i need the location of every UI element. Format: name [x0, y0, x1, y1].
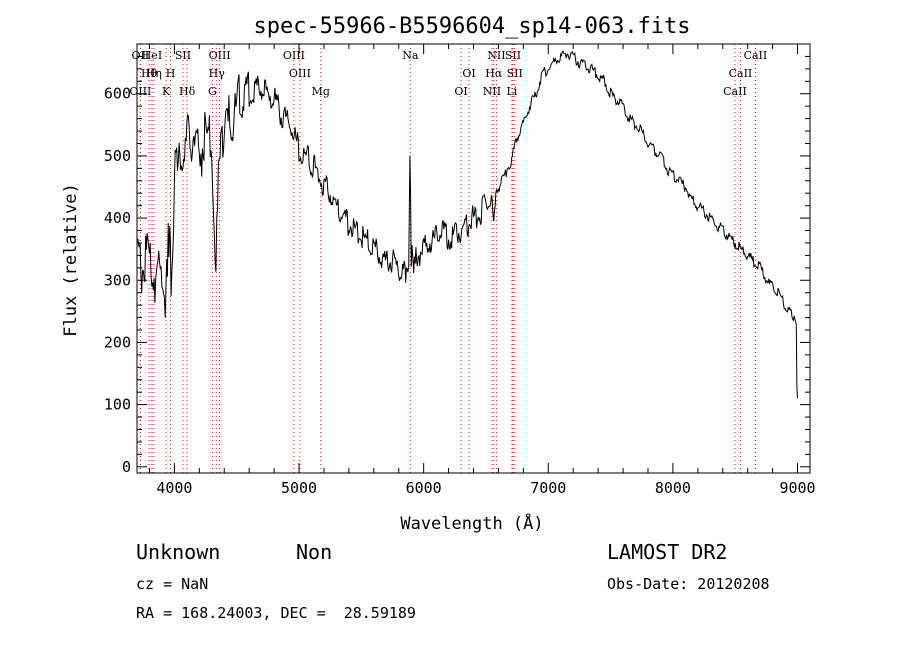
x-tick-label: 6000 [406, 479, 442, 497]
y-tick-label: 100 [104, 396, 131, 414]
chart-title: spec-55966-B5596604_sp14-063.fits [253, 14, 690, 39]
spectrum-series-line [136, 50, 798, 399]
spectral-line-label: OIII [209, 49, 231, 62]
y-tick-label: 500 [104, 147, 131, 165]
spectral-line-label: Na [402, 49, 419, 62]
y-tick-label: 200 [104, 333, 131, 351]
spectral-line-label: CaII [729, 67, 753, 80]
spectral-line-label: Mg [312, 85, 330, 98]
survey-label: LAMOST DR2 [607, 540, 728, 564]
spectral-line-label: OI [454, 85, 467, 98]
y-tick-label: 400 [104, 209, 131, 227]
plot-frame [136, 43, 811, 474]
y-tick-label: 0 [122, 458, 131, 476]
spectral-line-label: Hγ [209, 67, 226, 80]
subclass-label: Non [296, 540, 333, 564]
spectral-line-label: OIII [129, 85, 151, 98]
spectral-line-label: Hη [146, 67, 162, 80]
x-tick-label: 5000 [281, 479, 317, 497]
y-tick-label: 300 [104, 271, 131, 289]
spectral-line-label: NII [483, 85, 501, 98]
x-tick-label: 7000 [530, 479, 566, 497]
spectral-line-label: SII [175, 49, 191, 62]
y-tick-label: 600 [104, 85, 131, 103]
redshift-label: cz = NaN [136, 575, 209, 593]
x-tick-label: 4000 [156, 479, 192, 497]
plot-area: OIIHθOIIIHeIHηKSIIHHδOIIIHγGOIIIOIIIMgNa… [104, 43, 816, 497]
spectral-line-label: Li [506, 85, 517, 98]
spectral-line-label: OIII [283, 49, 305, 62]
spectral-line-label: H [166, 67, 176, 80]
spectral-line-label: CaII [723, 85, 747, 98]
spectral-line-label: OII [132, 49, 150, 62]
spectral-line-label: HeI [142, 49, 162, 62]
coordinates-label: RA = 168.24003, DEC = 28.59189 [136, 604, 416, 622]
spectral-line-label: G [208, 85, 217, 98]
spectral-line-label: SII [507, 67, 523, 80]
classification-label: Unknown [136, 540, 221, 564]
spectral-line-label: CaII [744, 49, 768, 62]
x-tick-label: 9000 [779, 479, 815, 497]
obs-date-label: Obs-Date: 20120208 [607, 575, 770, 593]
x-axis-label: Wavelength (Å) [400, 512, 543, 534]
spectral-line-label: SII [505, 49, 521, 62]
spectral-line-label: NII [487, 49, 505, 62]
spectral-line-label: K [162, 85, 171, 98]
spectral-line-label: OIII [289, 67, 311, 80]
y-axis-label: Flux (relative) [61, 183, 81, 337]
spectral-line-label: Hδ [179, 85, 196, 98]
spectral-line-label: OI [462, 67, 475, 80]
spectral-line-label: Hα [485, 67, 503, 80]
spectrum-chart: spec-55966-B5596604_sp14-063.fits OIIHθO… [61, 14, 816, 534]
x-tick-label: 8000 [655, 479, 691, 497]
